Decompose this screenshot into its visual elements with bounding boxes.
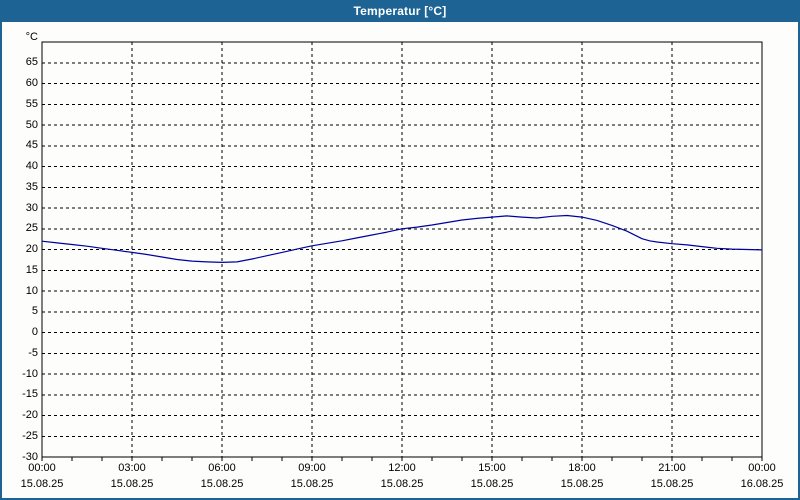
x-axis-time-label: 00:00 — [28, 462, 56, 474]
y-axis-tick-label: 55 — [25, 97, 38, 110]
y-axis-tick-label: -10 — [22, 367, 38, 380]
x-axis-time-label: 06:00 — [208, 462, 236, 474]
window-title: Temperatur [°C] — [353, 4, 447, 18]
y-axis-tick-label: 65 — [25, 56, 38, 69]
title-bar[interactable]: Temperatur [°C] — [0, 0, 800, 22]
x-axis-time-label: 18:00 — [568, 462, 596, 474]
y-axis-tick-label: -15 — [22, 388, 38, 401]
y-axis-tick-label: 10 — [25, 284, 38, 297]
x-axis-date-label: 15.08.25 — [110, 478, 154, 490]
y-axis-tick-label: 40 — [25, 160, 38, 172]
y-axis-tick-label: -5 — [28, 346, 38, 359]
y-axis-tick-label: 20 — [25, 243, 38, 255]
y-axis-unit-label: °C — [25, 31, 38, 43]
y-axis-tick-label: 5 — [31, 305, 38, 318]
y-axis-tick-label: 15 — [25, 263, 38, 276]
x-axis-date-label: 15.08.25 — [650, 478, 694, 490]
x-axis-date-label: 16.08.25 — [740, 478, 784, 490]
x-axis-date-label: 15.08.25 — [200, 478, 244, 490]
x-axis-time-label: 21:00 — [658, 462, 686, 474]
x-axis-time-label: 09:00 — [298, 462, 326, 474]
y-axis-tick-label: 45 — [25, 139, 38, 152]
x-axis-time-label: 03:00 — [118, 462, 146, 474]
y-axis-tick-label: 35 — [25, 180, 38, 193]
y-axis-tick-label: 0 — [31, 326, 38, 338]
y-axis-tick-label: -20 — [22, 409, 38, 421]
y-axis-tick-label: -30 — [22, 450, 38, 463]
x-axis-date-label: 15.08.25 — [290, 478, 334, 490]
y-axis-tick-label: 25 — [25, 222, 38, 235]
y-axis-tick-label: -25 — [22, 429, 38, 442]
temperature-series-line — [41, 214, 763, 263]
x-axis-time-label: 12:00 — [388, 462, 416, 474]
x-axis-date-label: 15.08.25 — [380, 478, 424, 490]
x-axis-date-label: 15.08.25 — [470, 478, 514, 490]
x-axis-time-label: 15:00 — [478, 462, 506, 474]
x-axis-time-label: 00:00 — [748, 462, 776, 474]
y-axis-tick-label: 30 — [25, 201, 38, 214]
x-axis-date-label: 15.08.25 — [560, 478, 604, 490]
y-axis-tick-label: 50 — [25, 118, 38, 131]
y-axis-tick-label: 60 — [25, 77, 38, 89]
x-axis-date-label: 15.08.25 — [20, 478, 64, 490]
